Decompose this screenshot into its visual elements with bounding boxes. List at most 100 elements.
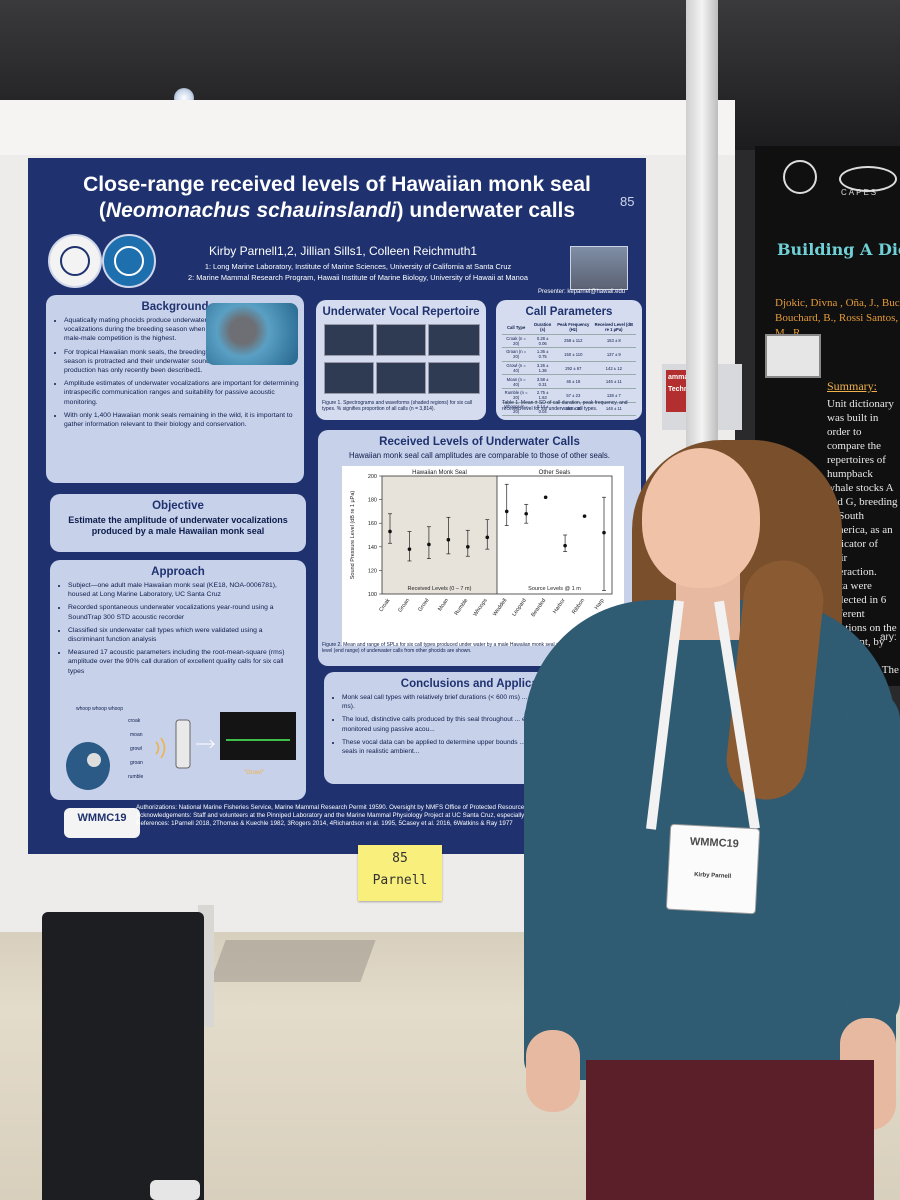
x-tick-label: Harbor: [552, 598, 567, 615]
panel-title: Other Seals: [539, 470, 571, 476]
mean-point: [602, 530, 606, 535]
neighbor-summary-heading: Summary:: [827, 379, 877, 393]
table-row: Rumble (n = 20) 2.75 ± 1.63 57 ± 23 138 ± 7: [502, 388, 636, 403]
table-cell: 2.75 ± 1.63: [530, 388, 556, 403]
title-scientific-name: Neomonachus schauinslandi: [105, 199, 397, 222]
presenter-email: Presenter: keparnel@hawaii.edu: [538, 289, 626, 295]
affiliation: 2: Marine Mammal Research Program, Hawai…: [188, 273, 528, 282]
x-tick-label: Growl: [417, 598, 430, 613]
table-cell: 0.14 ± 0.04: [530, 402, 556, 417]
panel-title: Hawaiian Monk Seal: [412, 470, 467, 476]
section-heading: Call Parameters: [525, 306, 613, 318]
sound-wave-icon: [155, 737, 166, 759]
y-tick-label: 200: [368, 474, 377, 480]
neighbor-cut-text: ary:: [880, 632, 897, 643]
references-text: References: 1Parnell 2018, 2Thomas & Kue…: [136, 820, 513, 828]
table-cell: 57 ± 23: [555, 388, 592, 403]
list-item: Subject—one adult male Hawaiian monk sea…: [68, 581, 298, 599]
monk-seal-panel-bg: [382, 476, 497, 594]
section-subtitle: Hawaiian monk seal call amplitudes are c…: [349, 451, 610, 460]
table-cell: 137 ± 9: [591, 347, 636, 362]
paw-logo-icon: [783, 160, 817, 194]
x-tick-label: Harp: [594, 598, 606, 611]
table-cell: 193 ± 90: [555, 402, 592, 417]
table-row: Whoops (n = 20) 0.14 ± 0.04 193 ± 90 148 ± …: [502, 402, 636, 417]
received-levels-chart-svg: 100 120 140 160 180 200 Sound Pressure Level (…: [350, 470, 613, 618]
spectrogram-panel: [324, 362, 374, 394]
table-header-row: Call Type Duration (s) Peak Frequency (H…: [502, 321, 636, 335]
table-header: Duration (s): [530, 321, 556, 335]
poster-board-frame: [0, 100, 735, 155]
repertoire-section: Underwater Vocal Repertoire Figure 1. Sp…: [316, 300, 486, 420]
table-row: Croak (n = 20) 0.28 ± 0.06 258 ± 112 153 ± …: [502, 334, 636, 349]
illus-label: rumble: [128, 774, 144, 780]
list-item: Aquatically mating phocids produce under…: [64, 316, 214, 344]
received-levels-chart: 100 120 140 160 180 200 Sound Pressure Level (…: [342, 466, 624, 646]
table-cell: 46 ± 18: [555, 374, 592, 389]
table-cell: 258 ± 112: [555, 334, 592, 349]
acknowledgements-text: Acknowledgements: Staff and volunteers a…: [136, 812, 525, 820]
x-tick-label: Croak: [378, 598, 391, 614]
approach-list: Subject—one adult male Hawaiian monk sea…: [50, 581, 306, 676]
monk-seal-photo: [206, 303, 298, 365]
mean-point: [582, 514, 587, 518]
illus-label: groan: [130, 760, 143, 766]
x-tick-label: Groan: [397, 598, 411, 614]
badge-name: Kirby Parnell: [693, 872, 732, 880]
spectrogram-panel: [376, 362, 426, 394]
presenter-arm: [524, 690, 582, 1060]
sticky-note-number: 85: [392, 851, 408, 866]
table-cell: Whoops (n = 20): [502, 402, 531, 417]
spectrogram-panel: [428, 324, 480, 356]
side-poster-text: amma: [668, 374, 689, 381]
sticky-note-name: Parnell: [372, 873, 428, 888]
objective-text: Estimate the amplitude of underwater voc…: [68, 515, 288, 536]
sticky-note: 85 Parnell: [358, 845, 442, 901]
arrow-icon: [196, 739, 216, 749]
table-caption: Table 1. Mean ± SD of call duration, pea…: [502, 400, 628, 412]
recorder-icon: [175, 719, 191, 769]
seal-head-icon: [66, 742, 110, 790]
table-cell: Rumble (n = 20): [502, 388, 531, 403]
table-cell: 138 ± 7: [591, 388, 636, 403]
list-item: For tropical Hawaiian monk seals, the br…: [64, 348, 214, 376]
figure-caption: Figure 2. Mean and range of SPLs for six…: [322, 642, 627, 654]
title-line-1: Close-range received levels of Hawaiian …: [83, 173, 591, 196]
mean-point: [407, 547, 412, 551]
list-item: Measured 17 acoustic parameters includin…: [68, 648, 298, 676]
growl-tag: "Growl": [244, 770, 264, 776]
table-cell: 3.26 ± 1.36: [530, 361, 556, 376]
table-cell: 150 ± 110: [555, 347, 592, 362]
section-heading: Background: [141, 301, 209, 313]
table-cell: Croak (n = 20): [502, 334, 531, 349]
x-tick-label: Rumble: [454, 598, 470, 617]
table-header: Peak Frequency (Hz): [555, 321, 592, 335]
y-tick-label: 140: [368, 545, 377, 551]
call-parameters-table: Call Type Duration (s) Peak Frequency (H…: [502, 321, 636, 417]
list-item: Monk seal call types with relatively bri…: [342, 693, 634, 711]
spectrogram-panel: [376, 324, 426, 356]
figure-caption: Figure 1. Spectrograms and waveforms (sh…: [322, 400, 473, 412]
illus-label: growl: [130, 746, 142, 752]
conclusions-list: Monk seal call types with relatively bri…: [324, 693, 642, 756]
presenter-photo: [570, 246, 628, 290]
y-tick-label: 180: [368, 498, 377, 504]
mean-point: [524, 511, 528, 516]
background-list: Aquatically mating phocids produce under…: [46, 316, 312, 429]
spectrogram-panel: [428, 362, 480, 394]
table-row: Groan (n = 20) 1.36 ± 0.75 150 ± 110 137 ± …: [502, 347, 636, 362]
section-heading: Underwater Vocal Repertoire: [322, 306, 480, 318]
affiliation: 1: Long Marine Laboratory, Institute of …: [204, 262, 512, 271]
table-cell: Groan (n = 20): [502, 347, 531, 362]
presenter-pants: [586, 1060, 874, 1200]
mean-point: [504, 509, 509, 514]
table-cell: 142 ± 12: [591, 361, 636, 376]
mean-point: [466, 545, 470, 549]
poster-authors: Kirby Parnell1,2, Jillian Sills1, Collee…: [208, 244, 478, 258]
poster-footer: Authorizations: National Marine Fisherie…: [136, 804, 636, 829]
list-item: Amplitude estimates of underwater vocali…: [64, 379, 304, 407]
x-tick-label: Weddell: [492, 598, 508, 618]
y-axis-label: Sound Pressure Level (dB re 1 µPa): [350, 491, 356, 580]
background-person: [42, 912, 204, 1200]
university-seal-icon: [48, 234, 102, 288]
